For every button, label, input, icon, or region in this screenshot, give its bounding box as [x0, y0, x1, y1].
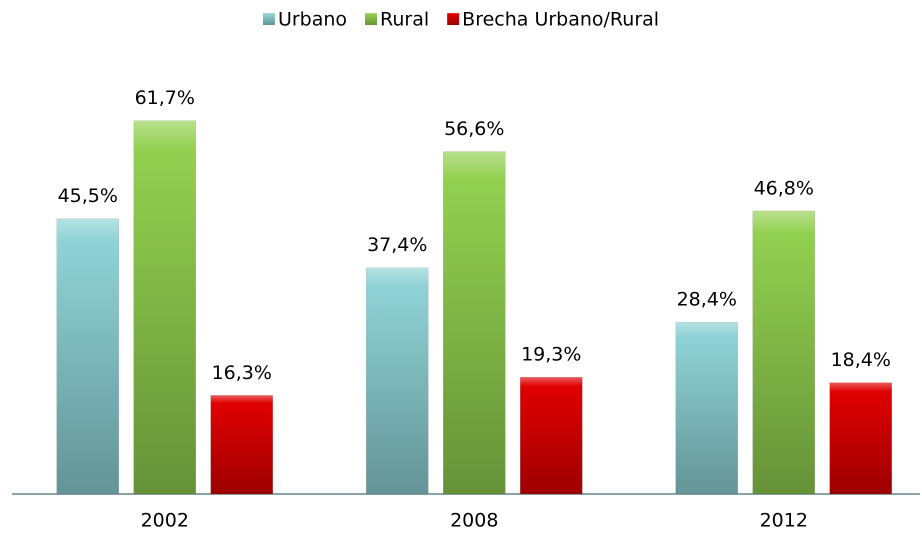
- x-tick-label: 2008: [450, 510, 498, 532]
- bar: [133, 120, 196, 495]
- legend-marker: [365, 13, 378, 25]
- bar: [56, 218, 119, 495]
- value-label: 37,4%: [367, 234, 427, 256]
- value-label: 16,3%: [212, 362, 272, 384]
- value-label: 19,3%: [521, 344, 581, 366]
- x-tick-label: 2002: [141, 510, 189, 532]
- x-tick-label: 2012: [760, 510, 808, 532]
- legend-label: Urbano: [278, 9, 347, 31]
- value-label: 28,4%: [677, 289, 737, 311]
- value-label: 56,6%: [444, 118, 504, 140]
- value-label: 46,8%: [754, 177, 814, 199]
- legend-label: Brecha Urbano/Rural: [462, 9, 659, 31]
- legend-marker: [447, 13, 460, 25]
- legend: Urbano Rural Brecha Urbano/Rural: [262, 9, 659, 31]
- bar: [675, 321, 738, 495]
- legend-marker: [262, 13, 275, 25]
- bar: [366, 267, 429, 495]
- bar: [752, 210, 815, 495]
- bar: [210, 395, 273, 495]
- value-label: 45,5%: [58, 185, 118, 207]
- bar: [443, 151, 506, 495]
- value-label: 61,7%: [135, 87, 195, 109]
- bar: [829, 382, 892, 495]
- legend-label: Rural: [380, 9, 429, 31]
- bar: [520, 376, 583, 495]
- value-label: 18,4%: [831, 349, 891, 371]
